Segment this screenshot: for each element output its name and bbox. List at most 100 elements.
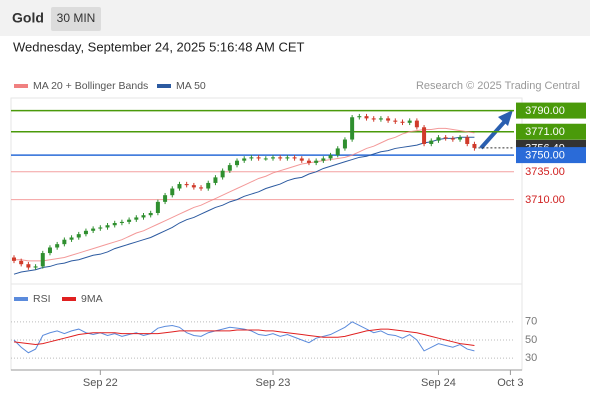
candle-body [249,157,254,159]
candle-body [378,118,383,120]
datetime: Wednesday, September 24, 2025 5:16:48 AM… [13,39,305,54]
price-label: 3790.00 [525,105,565,117]
indicator-line [13,321,475,354]
candle-body [299,158,304,161]
candle-body [199,187,204,189]
forecast-arrow [479,118,508,150]
candle-body [314,160,319,163]
candle-body [328,155,333,159]
legend-swatch [62,297,76,301]
candle-body [69,237,74,240]
candle-body [119,221,124,224]
ma-line [14,127,475,262]
candle-body [436,137,441,141]
candle-body [364,116,369,119]
candle-body [76,234,81,238]
candle-body [242,158,247,161]
x-tick-label: Sep 22 [83,377,118,389]
candle-body [55,244,60,248]
price-label: 3771.00 [525,126,565,138]
timeframe[interactable]: 30 MIN [57,11,96,25]
credit: Research © 2025 Trading Central [416,80,580,92]
candle-body [292,157,297,159]
candle-body [33,266,38,268]
candle-body [141,215,146,218]
candle-body [270,157,275,159]
legend-swatch [157,84,171,88]
price-label: 3750.00 [525,150,565,162]
candle-body [278,157,283,159]
candle-body [472,143,477,148]
legend-swatch [14,297,28,301]
candle-body [220,170,225,178]
candle-body [47,247,52,254]
candle-body [443,137,448,139]
legend-label: 9MA [81,293,103,305]
candle-body [458,137,463,140]
candle-body [465,137,470,144]
candle-body [422,127,427,144]
candle-body [148,212,153,216]
timeframe-tab[interactable] [51,7,101,31]
instrument-title: Gold [12,10,44,26]
candle-body [450,138,455,140]
price-label: 3735.00 [525,166,565,178]
x-tick-label: Oct 3 [497,377,523,389]
candle-body [62,239,67,245]
candle-body [407,120,412,123]
candle-body [19,260,24,265]
candle-body [429,140,434,144]
candle-body [335,148,340,156]
candle-body [40,253,45,267]
candle-body [350,117,355,140]
candle-body [105,225,110,228]
candle-body [342,139,347,149]
candle-body [306,160,311,163]
candle-body [177,184,182,189]
candle-body [227,165,232,171]
candle-body [414,120,419,128]
candle-body [263,158,268,160]
y-tick-label: 50 [525,334,537,346]
candle-body [400,121,405,123]
candle-body [256,157,261,159]
candle-body [170,188,175,196]
candle-body [127,219,132,222]
candle-body [285,157,290,159]
price-label: 3710.00 [525,194,565,206]
candle-body [134,217,139,220]
ma-line [13,136,475,275]
candle-body [163,195,168,202]
candle-body [321,158,326,161]
forecast-arrow-head [498,110,513,126]
x-tick-label: Sep 24 [421,377,456,389]
candle-body [393,120,398,122]
candle-body [155,201,160,213]
legend-swatch [14,84,28,88]
candle-body [371,118,376,120]
candle-body [12,257,16,261]
candle-body [112,223,117,226]
price-label-box [516,147,586,164]
candle-body [26,264,31,268]
y-tick-label: 30 [525,352,537,364]
candle-body [206,182,211,189]
indicator-line [13,328,475,346]
price-label-box [516,123,586,140]
candle-body [184,184,189,186]
legend-label: MA 50 [176,80,206,92]
candle-body [235,160,240,166]
candle-body [357,116,362,118]
candle-body [83,230,88,235]
candle-body [98,227,103,229]
legend-label: RSI [33,293,51,305]
candle-body [191,185,196,188]
y-tick-label: 70 [525,316,537,328]
candle-body [91,228,96,231]
candle-body [213,177,218,183]
legend-label: MA 20 + Bollinger Bands [33,80,148,92]
price-label-box [516,102,586,119]
x-tick-label: Sep 23 [256,377,291,389]
candle-body [386,118,391,121]
